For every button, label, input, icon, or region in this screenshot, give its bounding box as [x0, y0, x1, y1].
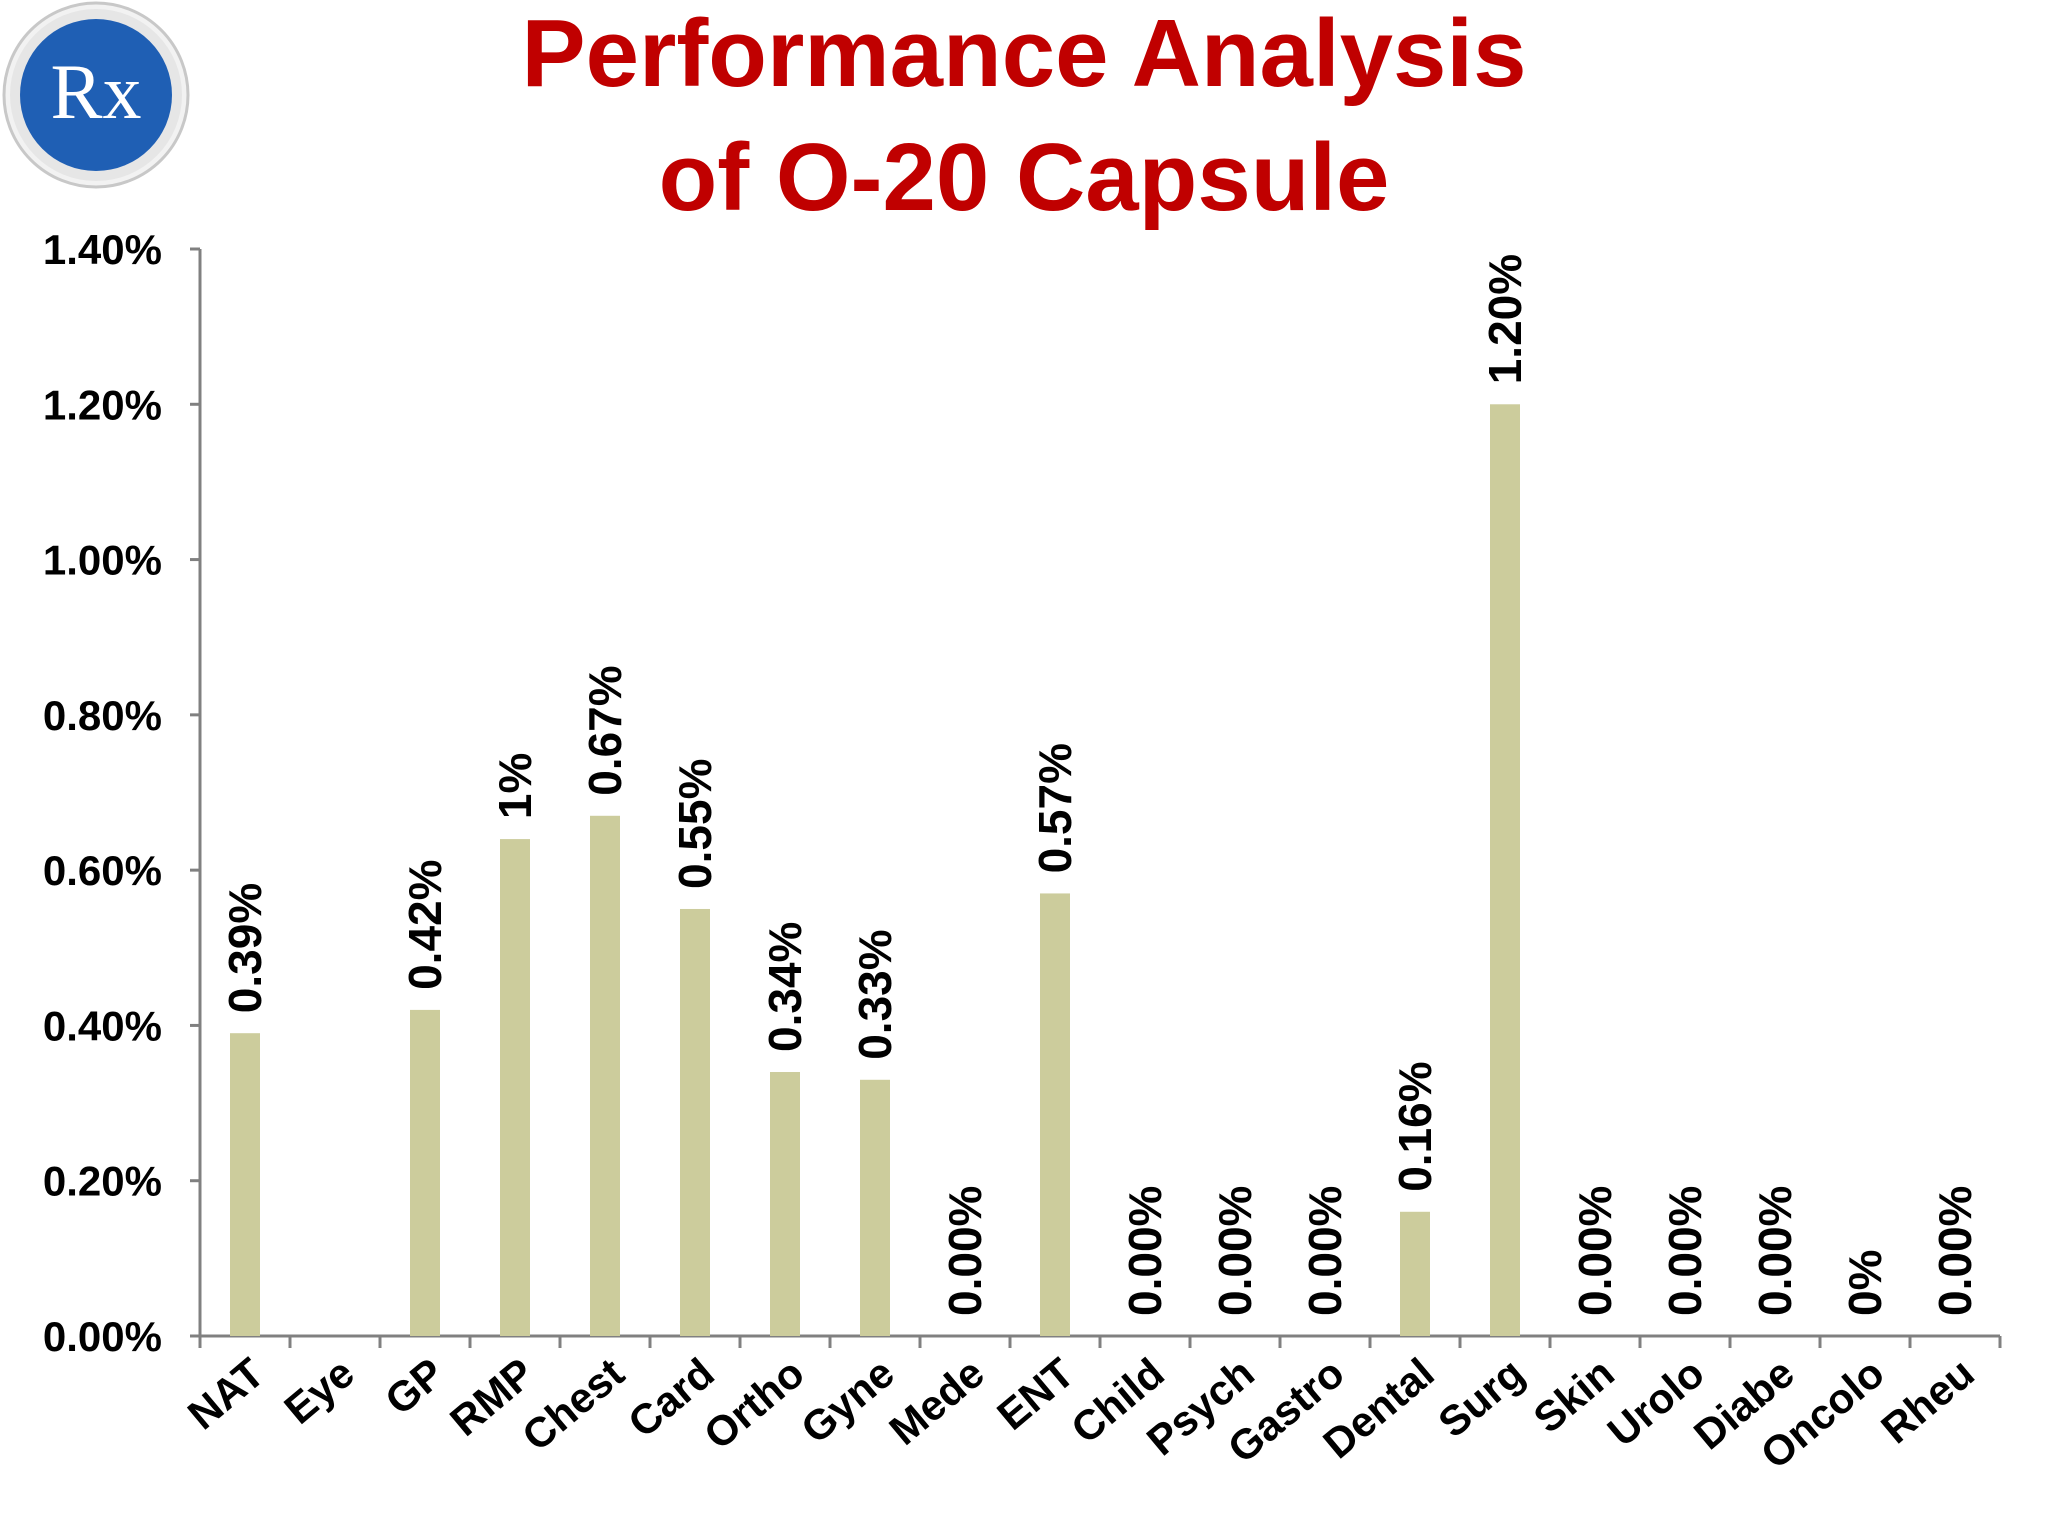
chart-title: Performance Analysis of O-20 Capsule: [0, 0, 2048, 240]
category-label-rheu: Rheu: [1872, 1349, 1983, 1452]
data-label-gastro: 0.00%: [1299, 1186, 1351, 1316]
data-label-nat: 0.39%: [219, 883, 271, 1013]
y-tick-label: 1.00%: [43, 537, 162, 584]
data-labels: 0.39% 0.42% 1% 0.67% 0.55% 0.34% 0.33% 0.00% 0.5…: [219, 254, 1981, 1316]
data-label-child: 0.00%: [1119, 1186, 1171, 1316]
x-axis: [198, 1334, 2002, 1348]
data-label-surg: 1.20%: [1479, 254, 1531, 384]
data-label-skin: 0.00%: [1569, 1186, 1621, 1316]
category-label-surg: Surg: [1429, 1349, 1532, 1447]
y-tick-label: 0.20%: [43, 1158, 162, 1205]
category-label-gp: GP: [376, 1349, 453, 1424]
category-label-ortho: Ortho: [695, 1349, 813, 1458]
data-label-dental: 0.16%: [1389, 1061, 1441, 1191]
category-label-urolo: Urolo: [1599, 1349, 1713, 1455]
rx-logo-text: Rx: [50, 48, 141, 135]
bar-gp: [410, 1009, 440, 1336]
data-label-rheu: 0.00%: [1929, 1186, 1981, 1316]
y-tick-label: 1.40%: [43, 226, 162, 273]
y-tick-label: 0.80%: [43, 692, 162, 739]
bar-surg: [1490, 404, 1520, 1336]
data-label-psych: 0.00%: [1209, 1186, 1261, 1316]
y-tick-label: 0.00%: [43, 1313, 162, 1360]
category-label-chest: Chest: [513, 1349, 633, 1460]
y-tick-label: 0.40%: [43, 1002, 162, 1049]
category-labels: NAT Eye GPRMPChestCardOrthoGyneMedeENTChil…: [179, 1349, 1983, 1478]
category-label-nat: NAT: [179, 1349, 273, 1439]
y-tick-label: 0.60%: [43, 847, 162, 894]
bar-dental: [1400, 1211, 1430, 1336]
data-label-diabe: 0.00%: [1749, 1186, 1801, 1316]
bar-gyne: [860, 1079, 890, 1336]
data-label-gyne: 0.33%: [849, 929, 901, 1059]
category-label-eye: Eye: [275, 1349, 362, 1433]
rx-logo: Rx: [2, 1, 190, 189]
data-label-chest: 0.67%: [579, 665, 631, 795]
bar-nat: [230, 1033, 260, 1336]
data-label-oncolo: 0%: [1839, 1250, 1891, 1316]
y-tick-label: 1.20%: [43, 381, 162, 428]
bar-rmp: [500, 839, 530, 1336]
bars: [230, 404, 1520, 1336]
data-label-rmp: 1%: [489, 753, 541, 819]
data-label-ent: 0.57%: [1029, 743, 1081, 873]
bar-ortho: [770, 1072, 800, 1336]
bar-card: [680, 908, 710, 1336]
chart-title-line-1: Performance Analysis: [521, 0, 1527, 107]
data-label-urolo: 0.00%: [1659, 1186, 1711, 1316]
bar-ent: [1040, 893, 1070, 1336]
rx-prescription-icon: Rx: [2, 1, 190, 189]
chart-title-line-2: of O-20 Capsule: [658, 124, 1390, 231]
category-label-gyne: Gyne: [792, 1349, 903, 1453]
data-label-ortho: 0.34%: [759, 922, 811, 1052]
y-axis: 0.00% 0.20% 0.40% 0.60% 0.80% 1.00% 1.20% 1.40%: [43, 226, 202, 1360]
data-label-card: 0.55%: [669, 759, 721, 889]
data-label-mede: 0.00%: [939, 1186, 991, 1316]
data-label-gp: 0.42%: [399, 859, 451, 989]
category-label-mede: Mede: [880, 1349, 992, 1454]
bar-chest: [590, 815, 620, 1336]
